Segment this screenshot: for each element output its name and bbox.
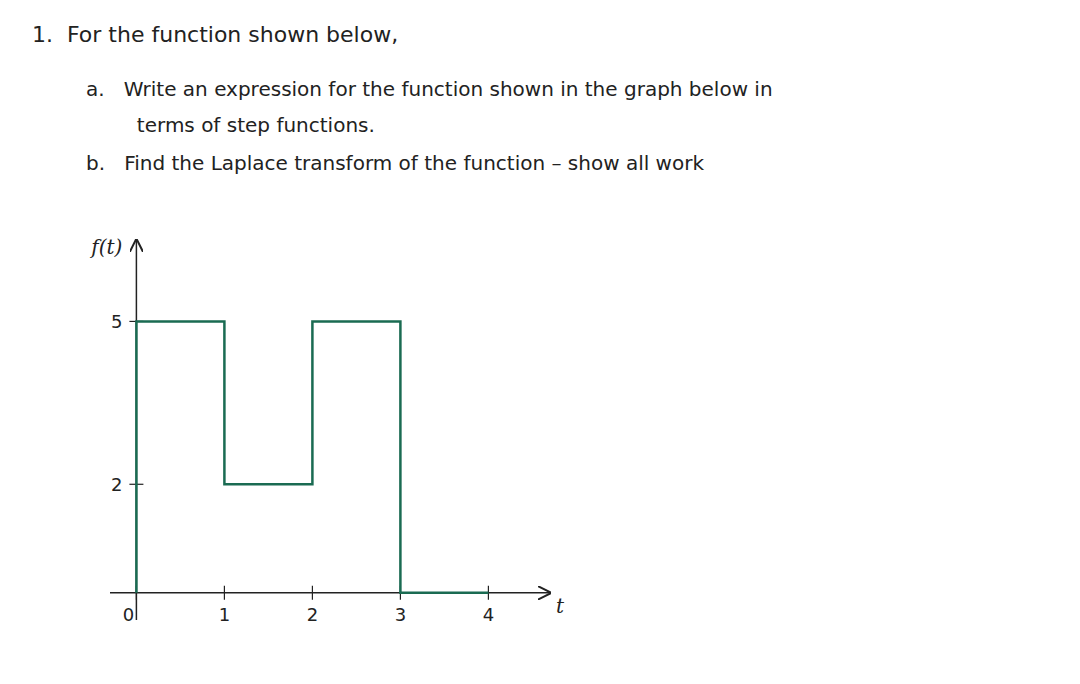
chart: 1. For the function shown below, a. Write… (0, 0, 1080, 684)
x-axis-label: t (556, 594, 565, 618)
x-tick-label: 0 (123, 604, 134, 625)
y-tick-label: 2 (111, 474, 122, 495)
x-tick-label: 2 (307, 604, 318, 625)
y-axis-label: f(t) (89, 235, 122, 259)
annotation: a. Write an expression for the function … (86, 77, 773, 101)
title: 1. For the function shown below, (32, 22, 398, 47)
x-tick (224, 586, 225, 600)
annotation: b. Find the Laplace transform of the fun… (86, 151, 704, 175)
x-tick-label: 3 (395, 604, 406, 625)
annotation: terms of step functions. (86, 113, 375, 137)
x-tick-label: 4 (483, 604, 494, 625)
x-tick-label: 1 (219, 604, 230, 625)
plot-area (136, 321, 488, 592)
step-line (136, 321, 488, 592)
y-tick-label: 5 (111, 311, 122, 332)
x-tick (312, 586, 313, 600)
